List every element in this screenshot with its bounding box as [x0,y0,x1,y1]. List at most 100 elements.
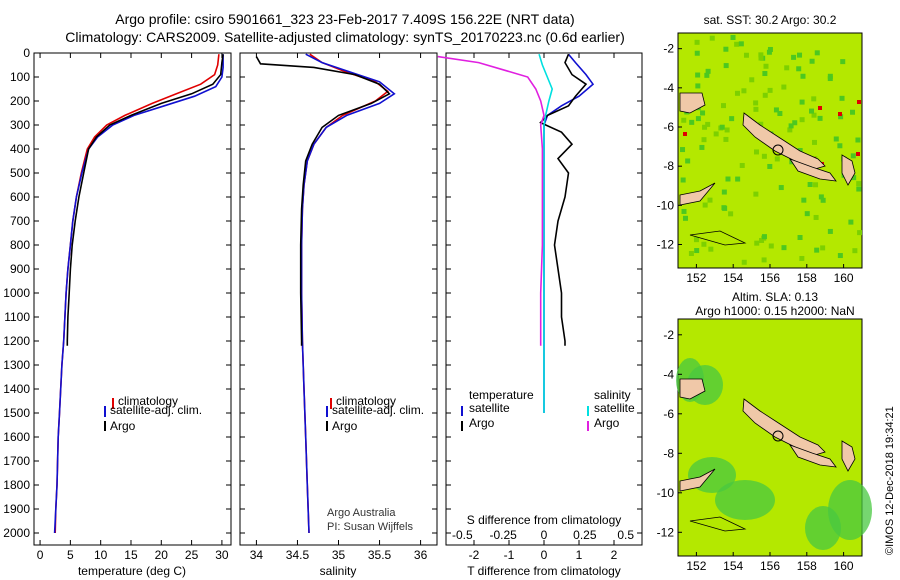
sst-cell [778,185,784,191]
sst-cell [792,120,798,126]
map-y-tick-label: -2 [663,42,674,56]
credit-pi: PI: Susan Wijffels [327,521,413,533]
sst-cell [754,240,760,246]
sst-cell [838,114,844,120]
sst-cell [753,100,759,106]
sst-cell [758,52,764,58]
sst-cell [767,87,773,93]
sst-cell [735,176,741,182]
legend-label-argo: Argo [110,419,136,433]
salinity-legend: climatology satellite-adj. clim. Argo Ar… [326,394,424,533]
map-y-tick-label: -12 [657,525,675,539]
x-tick-label: 34.5 [286,548,310,562]
sst-cell [809,108,815,114]
legend-label-temperature-argo: Argo [469,416,495,430]
x-tick-label: 36 [414,548,428,562]
sst-cell [827,76,833,82]
difference-legend: temperature satellite Argo salinity sate… [461,388,635,527]
sst-cell [689,119,695,125]
sst-cell [851,175,857,181]
sst-cell [694,50,700,56]
sst-cell [723,46,729,52]
header-title: Argo profile: csiro 5901661_323 23-Feb-2… [115,11,574,27]
sst-cell [781,245,787,251]
depth-tick-label: 1500 [3,406,30,420]
x-tick-label: 10 [94,548,108,562]
depth-tick-label: 100 [10,70,30,84]
sst-cell [739,162,745,168]
map-x-tick-label: 158 [797,559,817,573]
sst-cell [837,143,843,149]
sst-cell [723,136,729,142]
sst-cell [759,237,765,243]
sst-cell [701,241,707,247]
sst-cell [761,257,767,263]
x-tick-label: -1 [504,548,515,562]
sst-cell [799,99,805,105]
map-x-tick-label: 158 [797,271,817,285]
argo-float-marker [772,430,784,442]
x-tick-label: 0 [541,548,548,562]
x-tick-label: 30 [215,548,229,562]
sst-cell [820,245,826,251]
sst-cell-hot [818,106,822,110]
sst-cell [713,131,719,137]
sst-cell [729,116,735,122]
sst-cell-hot [683,132,687,136]
depth-tick-label: 800 [10,238,30,252]
argo-float-marker [772,144,784,156]
x-tick-label: 35.5 [368,548,392,562]
sst-cell [809,58,815,64]
x-tick-label: 5 [67,548,74,562]
sst-cell [705,68,711,74]
sst-cell [791,54,797,60]
sst-cell [702,202,708,208]
x-tick-label: 25 [185,548,199,562]
map-y-tick-label: -10 [657,486,675,500]
sst-cell [767,46,773,52]
sst-cell [761,153,767,159]
map-y-tick-label: -8 [663,159,674,173]
sst-cell [763,63,769,69]
legend-title-temperature: temperature [469,388,534,402]
sst-cell [811,139,817,145]
sst-cell [705,121,711,127]
series-line-satellite-adj-clim- [53,54,224,534]
map-y-tick-label: -6 [663,120,674,134]
temperature-axis-label: temperature (deg C) [78,564,186,578]
sst-cell [734,90,740,96]
series-line-argo [255,56,391,346]
top-tick-label: -0.25 [489,528,517,542]
sst-cell [743,52,749,58]
sst-cell [753,106,759,112]
sst-cell [699,144,705,150]
sst-cell [839,95,845,101]
sst-cell [753,191,759,197]
reef-outline [689,516,747,532]
sst-cell [728,211,734,217]
header-subtitle: Climatology: CARS2009. Satellite-adjuste… [65,29,625,45]
sst-cell [702,124,708,130]
map-y-tick-label: -6 [663,407,674,421]
map-y-tick-label: -2 [663,328,674,342]
map-x-tick-label: 152 [686,559,706,573]
sst-cell [680,147,686,153]
sst-cell [753,149,759,155]
sst-cell [797,52,803,58]
sst-cell [682,215,688,221]
legend-label-climatology: climatology [118,394,178,408]
sst-cell-hot [857,100,861,104]
sst-cell [814,50,820,56]
sla-map-land [679,378,856,532]
sst-cell [781,84,787,90]
island-land [788,444,837,468]
map-y-tick-label: -4 [663,367,674,381]
sst-cell [681,208,687,214]
sst-cell [730,35,736,41]
map-x-tick-label: 160 [834,559,854,573]
sst-cell [811,96,817,102]
sst-cell [799,255,805,261]
sst-cell [741,259,747,265]
island-land [679,92,706,114]
